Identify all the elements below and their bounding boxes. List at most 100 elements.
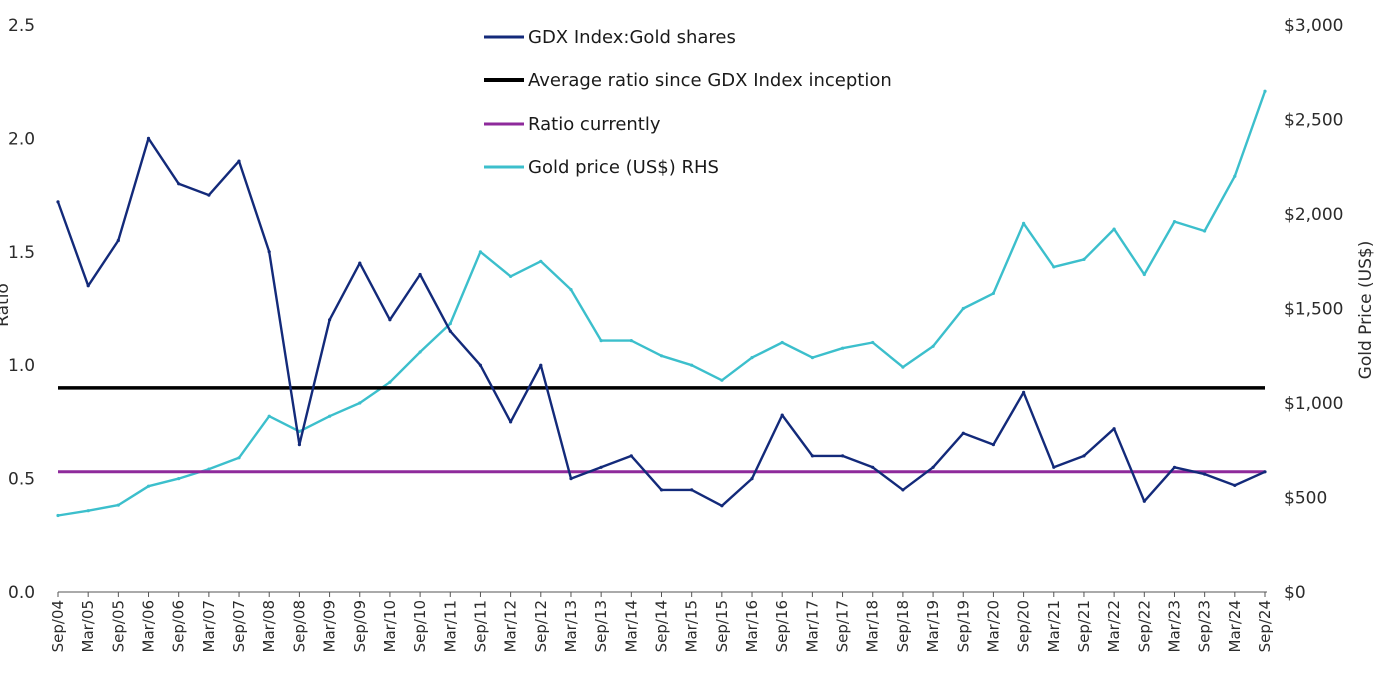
- x-tick-label: Mar/11: [441, 600, 459, 652]
- data-point: [1203, 472, 1207, 476]
- data-point: [991, 291, 996, 295]
- x-tick-label: Sep/14: [653, 600, 671, 652]
- x-tick-label: Sep/12: [532, 600, 550, 652]
- data-point: [1263, 470, 1267, 474]
- data-point: [478, 363, 482, 367]
- data-point: [539, 259, 543, 263]
- data-point: [569, 477, 573, 481]
- data-point: [1052, 265, 1056, 269]
- x-tick-label: Mar/15: [683, 600, 701, 652]
- x-tick-label: Sep/23: [1196, 600, 1214, 652]
- data-point: [1203, 229, 1207, 233]
- y-tick-label-right: $2,000: [1284, 205, 1343, 225]
- x-tick-label: Sep/22: [1135, 600, 1153, 652]
- x-tick-label: Mar/05: [79, 600, 97, 652]
- y-tick-label-right: $500: [1284, 489, 1327, 509]
- x-tick-label: Mar/16: [743, 600, 761, 652]
- data-point: [146, 136, 151, 140]
- y-tick-label-left: 0.5: [8, 470, 35, 490]
- data-point: [116, 238, 120, 243]
- data-point: [931, 465, 935, 469]
- x-tick-label: Mar/10: [381, 600, 399, 652]
- x-tick-label: Sep/09: [351, 600, 369, 652]
- data-point: [961, 431, 965, 435]
- data-point: [478, 250, 482, 254]
- legend-label: Ratio currently: [528, 114, 661, 135]
- data-point: [1082, 257, 1086, 261]
- x-tick-label: Mar/09: [321, 600, 339, 652]
- legend-label: Gold price (US$) RHS: [528, 157, 719, 178]
- x-tick-label: Sep/15: [713, 600, 731, 652]
- data-point: [690, 363, 694, 367]
- x-tick-label: Sep/11: [471, 600, 489, 652]
- data-point: [237, 456, 241, 460]
- x-tick-label: Sep/19: [954, 600, 972, 652]
- x-tick-label: Sep/21: [1075, 600, 1093, 652]
- x-tick-label: Sep/08: [290, 600, 308, 652]
- y-tick-label-left: 2.5: [8, 16, 35, 36]
- data-point: [418, 272, 422, 277]
- y-tick-label-left: 1.5: [8, 243, 35, 263]
- series-layer: [56, 89, 1267, 518]
- x-tick-label: Mar/20: [984, 600, 1002, 652]
- x-tick-label: Sep/24: [1256, 600, 1274, 652]
- y-tick-label-left: 0.0: [8, 583, 35, 603]
- x-tick-label: Mar/17: [803, 600, 821, 652]
- x-tick-label: Mar/13: [562, 600, 580, 652]
- data-point: [629, 454, 633, 458]
- data-point: [1233, 483, 1237, 487]
- data-point: [358, 401, 362, 405]
- x-tick-label: Mar/22: [1105, 600, 1123, 652]
- data-point: [237, 159, 241, 163]
- x-tick-label: Sep/10: [411, 600, 429, 652]
- data-point: [780, 413, 784, 417]
- data-point: [1142, 499, 1146, 503]
- data-point: [841, 454, 845, 458]
- data-point: [871, 340, 875, 345]
- y-tick-label-right: $2,500: [1284, 111, 1343, 131]
- data-point: [1263, 89, 1267, 93]
- data-point: [629, 339, 633, 343]
- data-point: [750, 477, 754, 481]
- data-point: [720, 504, 724, 508]
- data-point: [991, 443, 996, 447]
- data-point: [448, 329, 452, 333]
- right-axis-ticks: $0 $500 $1,000 $1,500 $2,000 $2,500 $3,000: [1284, 16, 1343, 603]
- data-point: [1052, 465, 1056, 469]
- data-point: [1022, 221, 1026, 225]
- data-point: [86, 509, 90, 513]
- data-point: [177, 477, 181, 481]
- data-point: [659, 354, 664, 358]
- y-axis-title-right: Gold Price (US$): [1356, 241, 1376, 380]
- data-point: [56, 513, 60, 518]
- x-tick-label: Sep/17: [834, 600, 852, 652]
- data-point: [810, 356, 815, 360]
- data-point: [1172, 465, 1177, 469]
- series-line-gold-price-us-rhs: [57, 90, 1267, 517]
- data-point: [297, 443, 301, 447]
- data-point: [569, 288, 573, 292]
- data-point: [690, 488, 694, 492]
- legend-label: GDX Index:Gold shares: [528, 27, 736, 48]
- data-point: [509, 420, 513, 424]
- data-point: [116, 503, 120, 507]
- data-point: [961, 306, 965, 311]
- x-tick-label: Mar/19: [924, 600, 942, 652]
- data-point: [388, 380, 392, 384]
- data-point: [810, 454, 815, 458]
- data-point: [539, 363, 543, 367]
- data-point: [720, 378, 724, 382]
- left-axis-ticks: 0.0 0.5 1.0 1.5 2.0 2.5: [8, 16, 35, 603]
- data-point: [1112, 427, 1116, 431]
- data-point: [418, 350, 422, 354]
- x-tick-label: Mar/18: [864, 600, 882, 652]
- data-point: [659, 488, 664, 492]
- data-point: [207, 467, 211, 471]
- data-point: [1022, 390, 1026, 394]
- x-axis-ticks: Sep/04 Mar/05 Sep/05 Mar/06 Sep/06 Mar/07 Sep/…: [49, 592, 1274, 652]
- x-tick-label: Sep/05: [109, 600, 127, 652]
- data-point: [931, 344, 935, 348]
- x-tick-label: Mar/14: [622, 600, 640, 652]
- data-point: [599, 465, 603, 469]
